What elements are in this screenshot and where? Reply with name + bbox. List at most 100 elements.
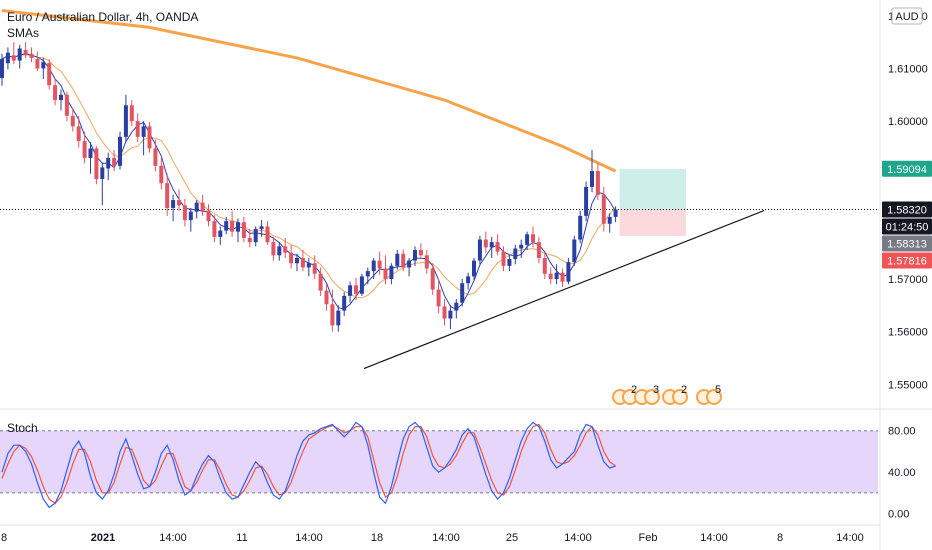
candle-body	[106, 157, 111, 169]
time-tick-label: 14:00	[564, 532, 592, 544]
candle-body	[277, 246, 282, 256]
candle-body	[401, 253, 406, 268]
candle-body	[560, 272, 565, 282]
candle-body	[354, 285, 358, 294]
candle	[601, 186, 606, 232]
candle-body	[306, 263, 311, 268]
candle	[194, 200, 199, 219]
candle-body	[359, 276, 364, 294]
candle-body	[253, 229, 258, 243]
candle-body	[483, 239, 488, 248]
candle-body	[159, 165, 164, 184]
candle-body	[82, 141, 87, 158]
candle-body	[348, 285, 353, 296]
candle-body	[265, 226, 270, 243]
event-marker[interactable]: 2	[612, 384, 638, 405]
event-count: 3	[653, 384, 659, 396]
candle-body	[531, 234, 535, 243]
candle	[88, 142, 93, 174]
candle	[230, 210, 235, 237]
candle-body	[129, 105, 134, 122]
candle	[224, 216, 229, 235]
candle	[454, 299, 459, 319]
candle-body	[548, 273, 553, 280]
candle-body	[283, 246, 288, 253]
candle	[525, 231, 530, 251]
price-tick-label: 1.57000	[888, 274, 928, 286]
candle	[247, 229, 252, 248]
candle	[324, 284, 329, 311]
time-tick-label: 8	[777, 532, 783, 544]
candle-body	[76, 126, 81, 142]
candle	[595, 163, 600, 201]
sma-200-line	[1, 9, 617, 173]
candle-body	[519, 244, 524, 249]
candle	[395, 250, 400, 270]
price-badge-label: 1.59094	[887, 164, 927, 176]
candle	[35, 51, 40, 72]
candle-body	[342, 295, 347, 311]
candle-body	[542, 257, 547, 274]
stoch-label[interactable]: Stoch	[7, 421, 38, 435]
candle-body	[188, 211, 193, 221]
event-marker[interactable]: 3	[634, 384, 660, 405]
stoch-pane[interactable]	[0, 421, 878, 509]
candle	[177, 189, 181, 211]
candle-body	[236, 222, 240, 232]
stoch-k-line	[1, 421, 616, 509]
candle-body	[153, 148, 158, 166]
price-badge-label: 1.57816	[887, 256, 927, 268]
target-zone	[619, 168, 686, 210]
candle-body	[194, 202, 199, 212]
candle-body	[23, 50, 28, 54]
candle-body	[507, 259, 512, 266]
candle	[365, 267, 370, 285]
indicator-label[interactable]: SMAs	[7, 26, 40, 40]
candle	[5, 47, 10, 70]
event-marker[interactable]: 2	[662, 384, 688, 405]
time-tick-label: 11	[236, 532, 247, 544]
candle-body	[212, 221, 217, 237]
candle	[41, 57, 46, 79]
candle-body	[554, 272, 559, 280]
candle-body	[100, 167, 105, 179]
candle	[259, 220, 264, 237]
candle-body	[230, 221, 235, 232]
price-axis[interactable]: 1.620001.610001.600001.580001.570001.560…	[879, 0, 932, 550]
candle-body	[141, 126, 146, 137]
time-axis[interactable]: 8 2021 14:00 11 14:00 18 14:00 25 14:00 Feb 14:00 8…	[0, 524, 880, 544]
price-tick-label: 1.61000	[888, 63, 928, 75]
candle-body	[17, 48, 22, 61]
candle	[171, 194, 176, 222]
candle	[153, 139, 158, 172]
price-badge: 1.57816	[882, 252, 932, 269]
candle	[70, 107, 75, 132]
candle-body	[59, 94, 63, 101]
event-icon	[706, 389, 722, 405]
candle	[76, 115, 81, 148]
candle	[572, 235, 577, 266]
event-icon	[644, 389, 660, 405]
candle	[536, 236, 541, 264]
candle-body	[0, 58, 4, 78]
candle-body	[171, 200, 176, 208]
candle-body	[371, 260, 376, 272]
event-marker[interactable]: 5	[696, 384, 722, 405]
candle	[53, 78, 58, 106]
price-badge: 01:24:50	[882, 218, 932, 235]
candle-body	[165, 183, 170, 208]
candle-body	[123, 105, 128, 137]
candle	[401, 249, 406, 272]
candle-body	[601, 194, 606, 224]
price-pane[interactable]: 2 3 2 5	[0, 9, 932, 410]
candle-body	[182, 205, 187, 221]
candle-body	[513, 248, 518, 260]
candle	[141, 121, 146, 156]
candle-body	[11, 55, 16, 61]
currency-box	[891, 7, 923, 25]
candle-body	[430, 268, 435, 290]
stoch-tick-label: 40.00	[888, 467, 916, 479]
candle-body	[247, 237, 252, 243]
candle	[112, 150, 117, 172]
